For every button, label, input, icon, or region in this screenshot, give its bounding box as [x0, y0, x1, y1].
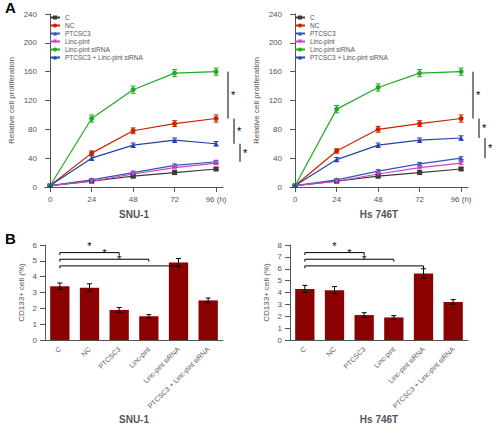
svg-text:1: 1: [278, 324, 283, 333]
svg-text:Linc-pint: Linc-pint: [310, 38, 335, 46]
svg-text:5: 5: [33, 256, 38, 265]
svg-text:24: 24: [87, 195, 96, 204]
svg-text:A: A: [5, 0, 16, 16]
svg-text:C: C: [310, 14, 315, 21]
svg-text:5: 5: [278, 276, 283, 285]
svg-text:160: 160: [24, 67, 38, 76]
svg-text:120: 120: [24, 96, 38, 105]
svg-text:4: 4: [33, 272, 38, 281]
svg-text:0: 0: [33, 183, 38, 192]
svg-text:160: 160: [269, 67, 283, 76]
svg-text:6: 6: [33, 241, 38, 250]
svg-text:*: *: [231, 89, 236, 101]
svg-text:0: 0: [278, 336, 283, 345]
svg-text:72: 72: [415, 195, 424, 204]
svg-text:PTCSC3: PTCSC3: [65, 30, 91, 37]
svg-text:0: 0: [278, 183, 283, 192]
svg-text:3: 3: [33, 288, 38, 297]
svg-text:*: *: [102, 247, 107, 259]
svg-text:PTCSC3: PTCSC3: [310, 30, 336, 37]
svg-text:C: C: [65, 14, 70, 21]
svg-text:SNU-1: SNU-1: [119, 414, 149, 425]
svg-text:0: 0: [33, 336, 38, 345]
svg-text:*: *: [332, 240, 337, 252]
svg-text:80: 80: [28, 125, 37, 134]
svg-text:Linc-pint siRNA: Linc-pint siRNA: [65, 46, 110, 54]
svg-text:0: 0: [293, 195, 298, 204]
svg-text:40: 40: [273, 154, 282, 163]
svg-text:48: 48: [129, 195, 138, 204]
svg-text:NC: NC: [325, 346, 337, 358]
svg-text:7: 7: [278, 252, 283, 261]
svg-text:24: 24: [332, 195, 341, 204]
svg-text:0: 0: [48, 195, 53, 204]
svg-text:1: 1: [33, 320, 38, 329]
svg-text:PTCSC3 + Linc-pint siRNA: PTCSC3 + Linc-pint siRNA: [65, 54, 144, 62]
svg-text:240: 240: [269, 10, 283, 19]
svg-text:120: 120: [269, 96, 283, 105]
svg-text:96 (h): 96 (h): [206, 195, 227, 204]
svg-text:Linc-pint: Linc-pint: [128, 345, 152, 369]
svg-text:6: 6: [278, 264, 283, 273]
svg-text:*: *: [347, 247, 352, 259]
svg-text:40: 40: [28, 154, 37, 163]
svg-text:*: *: [117, 253, 122, 265]
svg-text:SNU-1: SNU-1: [119, 209, 149, 220]
svg-text:8: 8: [278, 241, 283, 250]
svg-text:2: 2: [278, 312, 283, 321]
svg-text:B: B: [5, 230, 16, 247]
svg-text:C: C: [299, 346, 308, 355]
svg-text:3: 3: [278, 300, 283, 309]
svg-text:*: *: [243, 147, 248, 159]
svg-text:PTCSC3: PTCSC3: [97, 345, 122, 370]
svg-text:CD133+ cell (%): CD133+ cell (%): [17, 263, 26, 322]
svg-text:Linc-pint: Linc-pint: [373, 345, 397, 369]
svg-text:PTCSC3 + Linc-pint siRNA: PTCSC3 + Linc-pint siRNA: [310, 54, 389, 62]
svg-text:PTCSC3: PTCSC3: [342, 345, 367, 370]
svg-text:NC: NC: [310, 22, 320, 29]
svg-text:*: *: [476, 89, 481, 101]
svg-text:*: *: [362, 253, 367, 265]
svg-text:96 (h): 96 (h): [451, 195, 472, 204]
svg-text:200: 200: [24, 38, 38, 47]
svg-text:NC: NC: [65, 22, 75, 29]
svg-text:Linc-pint siRNA: Linc-pint siRNA: [310, 46, 355, 54]
svg-text:PTCSC3 + Linc-pint siRNA: PTCSC3 + Linc-pint siRNA: [392, 345, 457, 410]
svg-text:Hs 746T: Hs 746T: [360, 414, 398, 425]
svg-text:PTCSC3 + Linc-pint siRNA: PTCSC3 + Linc-pint siRNA: [147, 345, 212, 410]
svg-text:CD133+ cell (%): CD133+ cell (%): [262, 263, 271, 322]
svg-text:72: 72: [170, 195, 179, 204]
svg-text:2: 2: [33, 304, 38, 313]
svg-text:*: *: [237, 125, 242, 137]
svg-text:Relative cell proliferation: Relative cell proliferation: [7, 57, 16, 144]
svg-text:NC: NC: [80, 346, 92, 358]
svg-text:Linc-pint: Linc-pint: [65, 38, 90, 46]
svg-text:48: 48: [374, 195, 383, 204]
svg-text:*: *: [482, 122, 487, 134]
svg-text:240: 240: [24, 10, 38, 19]
svg-text:*: *: [87, 240, 92, 252]
svg-text:4: 4: [278, 288, 283, 297]
svg-text:80: 80: [273, 125, 282, 134]
svg-text:C: C: [54, 346, 63, 355]
svg-text:*: *: [488, 142, 493, 154]
svg-text:Hs 746T: Hs 746T: [360, 209, 398, 220]
svg-text:200: 200: [269, 38, 283, 47]
svg-text:Relative cell proliferation: Relative cell proliferation: [252, 57, 261, 144]
